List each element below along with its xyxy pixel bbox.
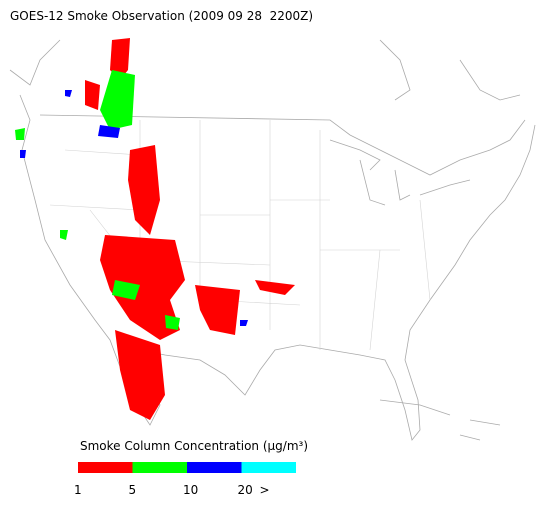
basemap bbox=[9, 39, 536, 441]
smoke-area bbox=[112, 280, 140, 300]
colorbar-segment bbox=[78, 462, 133, 473]
map-title: GOES-12 Smoke Observation (2009 09 28 22… bbox=[10, 9, 313, 23]
caribbean bbox=[379, 399, 501, 441]
smoke-area bbox=[98, 125, 120, 138]
coastline bbox=[19, 94, 536, 441]
colorbar-tick-label: 10 bbox=[183, 483, 198, 497]
northern-border bbox=[39, 114, 526, 176]
colorbar-segment bbox=[187, 462, 242, 473]
state-borders bbox=[49, 120, 431, 351]
colorbar-tick-label: 20 bbox=[238, 483, 253, 497]
colorbar-tick-label: > bbox=[260, 483, 270, 497]
canada-coast bbox=[9, 39, 521, 101]
smoke-area bbox=[195, 285, 240, 335]
colorbar: 1 5 10 20 > bbox=[74, 462, 296, 497]
legend-title: Smoke Column Concentration (μg/m³) bbox=[80, 439, 308, 453]
smoke-observations bbox=[15, 38, 295, 420]
smoke-area bbox=[85, 80, 100, 110]
smoke-area bbox=[100, 70, 135, 130]
smoke-area bbox=[110, 38, 130, 80]
smoke-area bbox=[255, 280, 295, 295]
colorbar-tick-label: 1 bbox=[74, 483, 82, 497]
colorbar-segment bbox=[241, 462, 296, 473]
smoke-area bbox=[100, 235, 185, 340]
smoke-area bbox=[128, 145, 160, 235]
colorbar-segment bbox=[132, 462, 187, 473]
great-lakes bbox=[329, 139, 471, 206]
colorbar-tick-label: 5 bbox=[129, 483, 137, 497]
smoke-area bbox=[115, 330, 165, 420]
